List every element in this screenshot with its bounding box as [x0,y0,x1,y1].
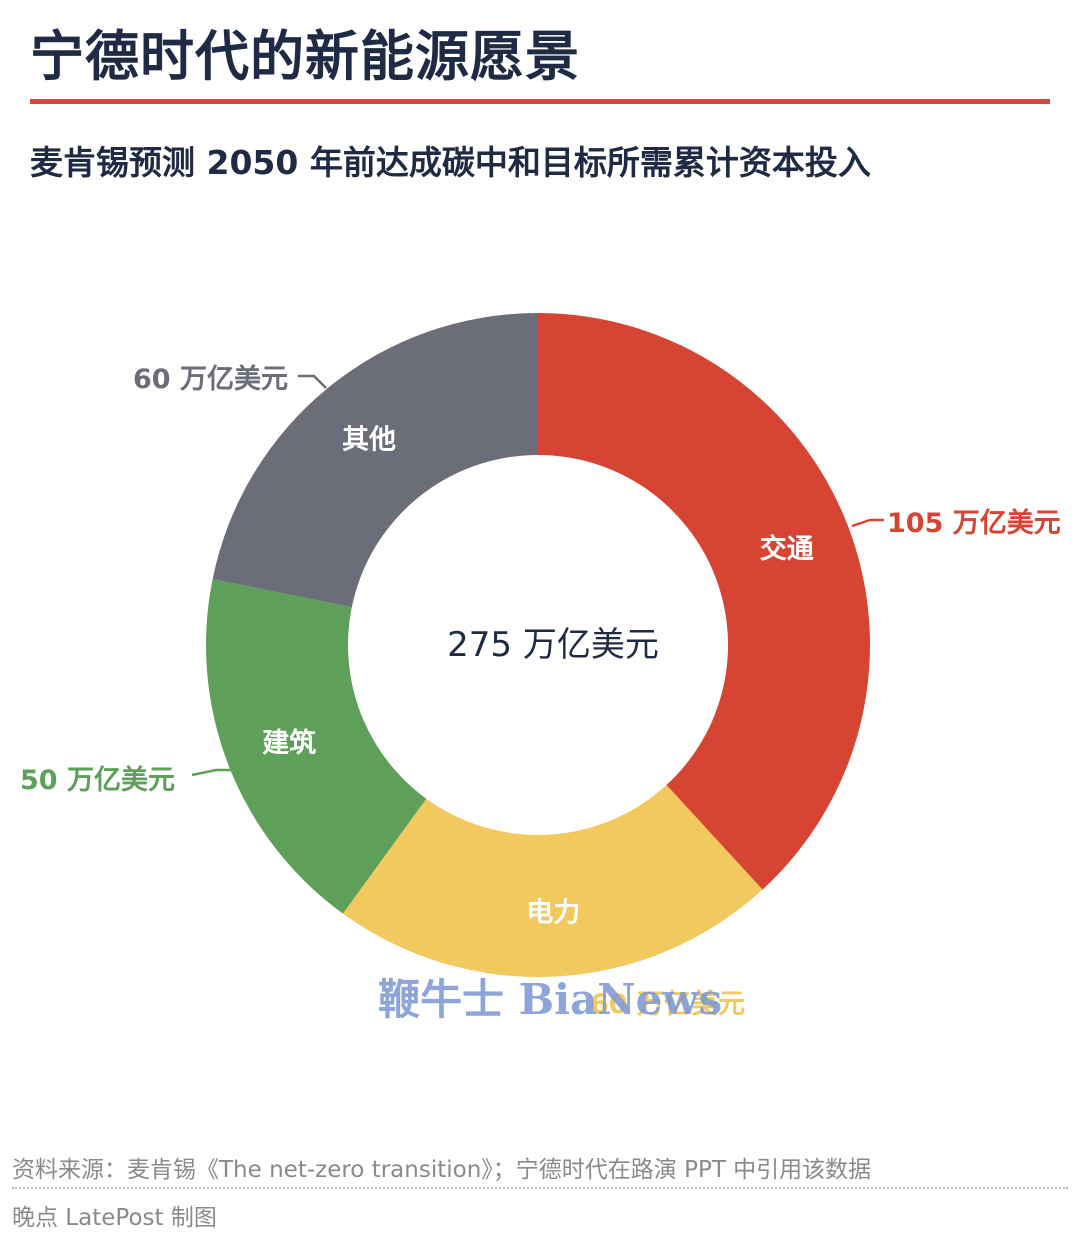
leader-line-0 [851,518,884,528]
title-divider [30,99,1050,104]
slice-2 [206,579,427,914]
leader-line-2 [191,768,231,777]
slice-name-label-1: 电力 [526,898,580,929]
slice-3 [212,313,538,608]
credit-note: 晚点 LatePost 制图 [12,1205,217,1231]
chart-subtitle: 麦肯锡预测 2050 年前达成碳中和目标所需累计资本投入 [30,143,871,182]
slice-name-label-0: 交通 [760,533,814,565]
value-label-0: 105 万亿美元 [887,507,1061,539]
watermark: 鞭牛士 BiaNews [378,975,723,1024]
leader-line-3 [298,374,327,389]
source-note: 资料来源：麦肯锡《The net-zero transition》；宁德时代在路… [12,1157,872,1183]
value-label-1: 60 万亿美元 [590,988,745,1020]
slice-name-label-2: 建筑 [262,727,316,759]
slice-0 [538,313,870,890]
footer-divider [12,1187,1068,1189]
center-total-label: 275 万亿美元 [447,625,659,665]
chart-title: 宁德时代的新能源愿景 [30,25,580,88]
value-label-3: 60 万亿美元 [133,363,288,395]
slice-1 [342,784,763,977]
slice-name-label-3: 其他 [342,424,396,455]
value-label-2: 50 万亿美元 [20,764,175,796]
